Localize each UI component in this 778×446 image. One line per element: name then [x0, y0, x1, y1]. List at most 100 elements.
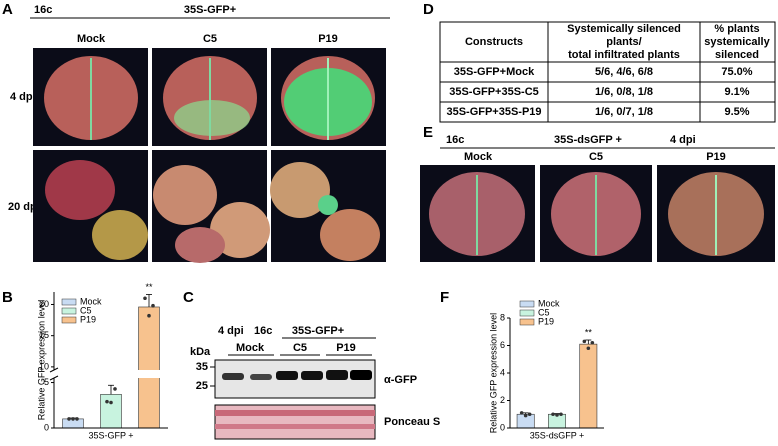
- column-label: Mock: [77, 33, 106, 45]
- data-point: [551, 412, 555, 417]
- photos: [33, 48, 386, 263]
- data-point: [143, 296, 147, 301]
- marker-label: 25: [196, 380, 208, 392]
- y-tick-label: 15: [39, 330, 49, 340]
- legend-swatch: [61, 307, 77, 315]
- break-mark: [49, 367, 59, 373]
- construct: 35S-GFP+: [184, 4, 236, 16]
- marker-label: 35: [196, 361, 208, 373]
- legend-swatch: [61, 316, 77, 324]
- panel-letter: F: [440, 289, 449, 306]
- data-point: [67, 417, 71, 421]
- lane-label: Mock: [236, 342, 265, 354]
- data-point: [75, 417, 79, 421]
- table-cell: 9.1%: [724, 86, 749, 98]
- panel-letter: C: [183, 289, 194, 306]
- table-header: plants/: [606, 36, 641, 48]
- legend-label: C5: [538, 307, 550, 317]
- data-point: [519, 411, 524, 415]
- data-point: [113, 387, 117, 391]
- column-label: C5: [203, 33, 217, 45]
- y-tick-label: 6: [500, 340, 505, 350]
- data-point: [590, 340, 595, 345]
- table-header: % plants: [714, 23, 759, 35]
- column-label: Mock: [464, 151, 493, 163]
- significance: **: [585, 327, 593, 337]
- data-point: [559, 412, 563, 417]
- blot-label: Ponceau S: [384, 416, 440, 428]
- table-cell: 1/6, 0/8, 1/8: [595, 86, 653, 98]
- y-tick-label: 8: [500, 312, 505, 322]
- table-cell: 35S-GFP+35S-C5: [449, 86, 539, 98]
- construct: 35S-GFP+: [292, 325, 344, 337]
- data-point: [151, 303, 155, 308]
- row-label: 4 dpi: [10, 91, 36, 103]
- y-axis-label: Relative GFP expression level: [36, 300, 46, 420]
- y-tick-label: 0: [44, 422, 49, 432]
- y-tick-label: 5: [44, 377, 49, 387]
- panel-letter: D: [423, 1, 434, 18]
- break-mark: [49, 375, 59, 381]
- legend-swatch: [519, 300, 535, 308]
- data-point: [527, 412, 532, 417]
- table-cell: 1/6, 0/7, 1/8: [595, 106, 653, 118]
- y-tick-label: 10: [39, 361, 49, 371]
- legend-label: P19: [80, 314, 96, 324]
- table-cell: 9.5%: [724, 106, 749, 118]
- photos: [420, 165, 775, 262]
- table: [439, 21, 776, 123]
- condition: 16c: [34, 4, 52, 16]
- table-cell: 75.0%: [721, 66, 752, 78]
- legend-label: C5: [80, 305, 92, 315]
- column-label: P19: [318, 33, 338, 45]
- axis-break-gap: [48, 370, 170, 378]
- table-cell: 5/6, 4/6, 6/8: [595, 66, 653, 78]
- data-point: [147, 313, 151, 318]
- table-header: total infiltrated plants: [568, 49, 680, 61]
- bar: [138, 306, 160, 429]
- table-cell: 35S-GFP+35S-P19: [446, 106, 541, 118]
- x-axis-label: 35S-dsGFP +: [530, 430, 585, 440]
- significance: **: [145, 282, 153, 292]
- x-axis-label: 35S-GFP +: [88, 430, 133, 440]
- data-point: [109, 400, 113, 405]
- row-label: 20 dpi: [8, 201, 40, 213]
- legend-label: Mock: [538, 298, 560, 308]
- panel-letter: E: [423, 124, 433, 141]
- table-header: Systemically silenced: [567, 23, 681, 35]
- legend-label: Mock: [80, 296, 102, 306]
- data-point: [523, 413, 528, 418]
- y-axis-label: Relative GFP expression level: [488, 313, 498, 433]
- column-label: P19: [706, 151, 726, 163]
- panel-letter: B: [2, 289, 13, 306]
- table-header: systemically: [704, 36, 770, 48]
- construct: 35S-dsGFP +: [554, 134, 622, 146]
- time: 4 dpi: [218, 325, 244, 337]
- data-point: [71, 417, 75, 421]
- table-cell: 35S-GFP+Mock: [454, 66, 535, 78]
- lane-label: P19: [336, 342, 356, 354]
- time: 4 dpi: [670, 134, 696, 146]
- condition: 16c: [446, 134, 464, 146]
- lane-label: C5: [293, 342, 307, 354]
- legend-swatch: [519, 309, 535, 317]
- data-point: [586, 346, 591, 351]
- panel-letter: A: [2, 1, 13, 18]
- legend-swatch: [61, 298, 77, 306]
- bar: [579, 343, 598, 429]
- data-point: [582, 339, 587, 344]
- blot: [210, 359, 376, 440]
- unit: kDa: [190, 346, 211, 358]
- table-header: silenced: [715, 49, 759, 61]
- column-label: C5: [589, 151, 603, 163]
- table-header: Constructs: [465, 36, 523, 48]
- legend-swatch: [519, 318, 535, 326]
- data-point: [105, 399, 109, 404]
- condition: 16c: [254, 325, 272, 337]
- y-tick-label: 0: [500, 422, 505, 432]
- y-tick-label: 4: [500, 367, 505, 377]
- blot-label: α-GFP: [384, 374, 417, 386]
- y-tick-label: 20: [39, 299, 49, 309]
- legend-label: P19: [538, 316, 554, 326]
